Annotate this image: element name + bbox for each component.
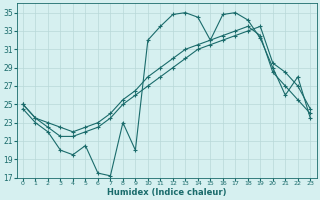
X-axis label: Humidex (Indice chaleur): Humidex (Indice chaleur) xyxy=(107,188,226,197)
